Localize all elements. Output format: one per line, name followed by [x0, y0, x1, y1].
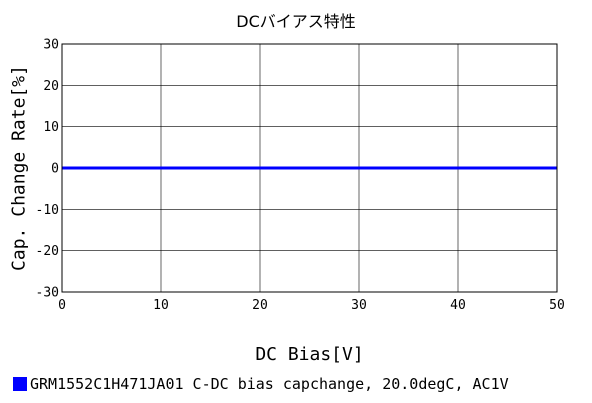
y-tick-label: -30 [36, 286, 59, 301]
tick-labels: 0 10 20 30 40 50 -30 -20 -10 0 10 20 30 [36, 38, 565, 314]
x-tick-label: 0 [58, 298, 66, 313]
x-tick-label: 40 [450, 298, 466, 313]
x-tick-label: 10 [153, 298, 169, 313]
x-tick-label: 20 [252, 298, 268, 313]
y-tick-label: -20 [36, 244, 59, 259]
x-tick-label: 50 [549, 298, 565, 313]
plot-frame [61, 43, 558, 293]
y-tick-label: 10 [43, 120, 59, 135]
chart-title: DCバイアス特性 [236, 12, 356, 31]
y-tick-label: -10 [36, 203, 59, 218]
y-axis-label: Cap. Change Rate[%] [8, 65, 30, 271]
y-tick-label: 0 [51, 162, 59, 177]
y-tick-label: 20 [43, 79, 59, 94]
x-axis-label: DC Bias[V] [255, 344, 364, 365]
y-tick-label: 30 [43, 38, 59, 53]
legend-swatch [13, 377, 27, 391]
legend-label: GRM1552C1H471JA01 C-DC bias capchange, 2… [30, 375, 509, 393]
legend: GRM1552C1H471JA01 C-DC bias capchange, 2… [13, 375, 509, 393]
x-tick-label: 30 [351, 298, 367, 313]
